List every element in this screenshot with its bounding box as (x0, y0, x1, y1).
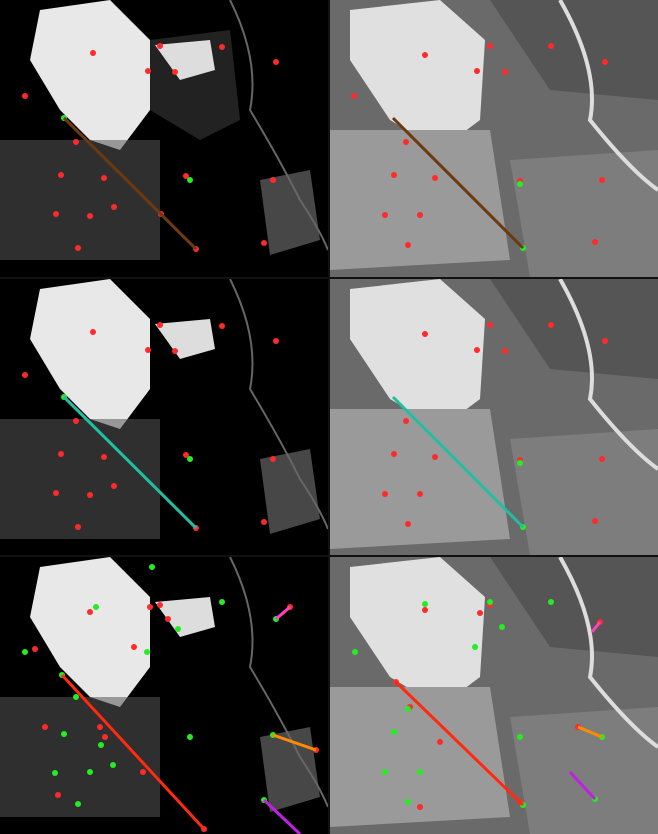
row1-left-panel (0, 0, 328, 277)
row1-left-keypoints (22, 43, 279, 252)
row1-right-image (330, 0, 658, 277)
row1-right-panel (330, 0, 658, 277)
row3-left-match-line-orange (272, 733, 317, 752)
row2-left-panel (0, 279, 328, 555)
row1-left-match-line (62, 116, 198, 251)
row3-right-match-line-orange (577, 725, 603, 739)
horizontal-divider-2 (0, 555, 658, 557)
row3-left-match-line-red (60, 673, 206, 831)
row2-left-image (0, 279, 328, 555)
row2-right-keypoints (382, 322, 608, 527)
row1-right-match-line (391, 116, 525, 250)
row3-left-match-line-pink (275, 605, 291, 621)
row2-right-match-line (391, 395, 525, 529)
row3-left-panel (0, 557, 328, 834)
row3-right-panel (330, 557, 658, 834)
horizontal-divider-1 (0, 277, 658, 279)
row3-right-match-line-purple (568, 770, 597, 801)
row2-right-panel (330, 279, 658, 555)
row2-left-match-line (62, 395, 198, 530)
row2-right-image (330, 279, 658, 555)
vertical-divider (328, 0, 330, 834)
row3-right-match-line-red (394, 680, 525, 807)
row3-right-image (330, 557, 658, 834)
row1-left-image (0, 0, 328, 277)
row3-right-match-line-pink (590, 621, 602, 633)
row3-left-image (0, 557, 328, 834)
row3-left-match-line-purple (262, 798, 302, 834)
